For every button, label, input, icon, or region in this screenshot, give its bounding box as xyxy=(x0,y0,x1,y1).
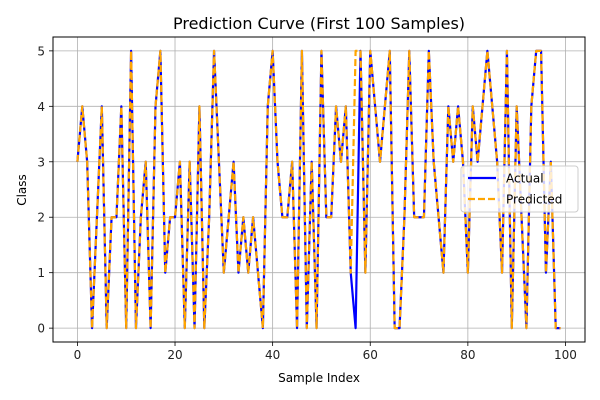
chart-title: Prediction Curve (First 100 Samples) xyxy=(173,14,465,33)
series-lines xyxy=(76,49,561,330)
y-tick-label: 3 xyxy=(37,155,45,169)
y-tick-label: 4 xyxy=(37,100,45,114)
y-tick-label: 2 xyxy=(37,211,45,225)
x-axis-label: Sample Index xyxy=(278,371,360,385)
x-tick-label: 20 xyxy=(167,348,182,362)
x-tick-label: 60 xyxy=(363,348,378,362)
x-tick-label: 40 xyxy=(265,348,280,362)
series-line-predicted xyxy=(76,49,561,330)
y-tick-label: 5 xyxy=(37,44,45,58)
plot-frame xyxy=(52,36,586,343)
legend-label-actual: Actual xyxy=(506,172,544,186)
axis-ticks: 0 20 40 60 80 100 0 1 2 3 4 5 xyxy=(37,44,577,362)
x-tick-label: 80 xyxy=(460,348,475,362)
x-tick-label: 100 xyxy=(554,348,577,362)
y-axis-label: Class xyxy=(15,174,29,206)
legend: Actual Predicted xyxy=(460,165,579,213)
y-tick-label: 0 xyxy=(37,322,45,336)
y-tick-label: 1 xyxy=(37,266,45,280)
legend-label-predicted: Predicted xyxy=(506,193,562,207)
x-tick-label: 0 xyxy=(74,348,82,362)
